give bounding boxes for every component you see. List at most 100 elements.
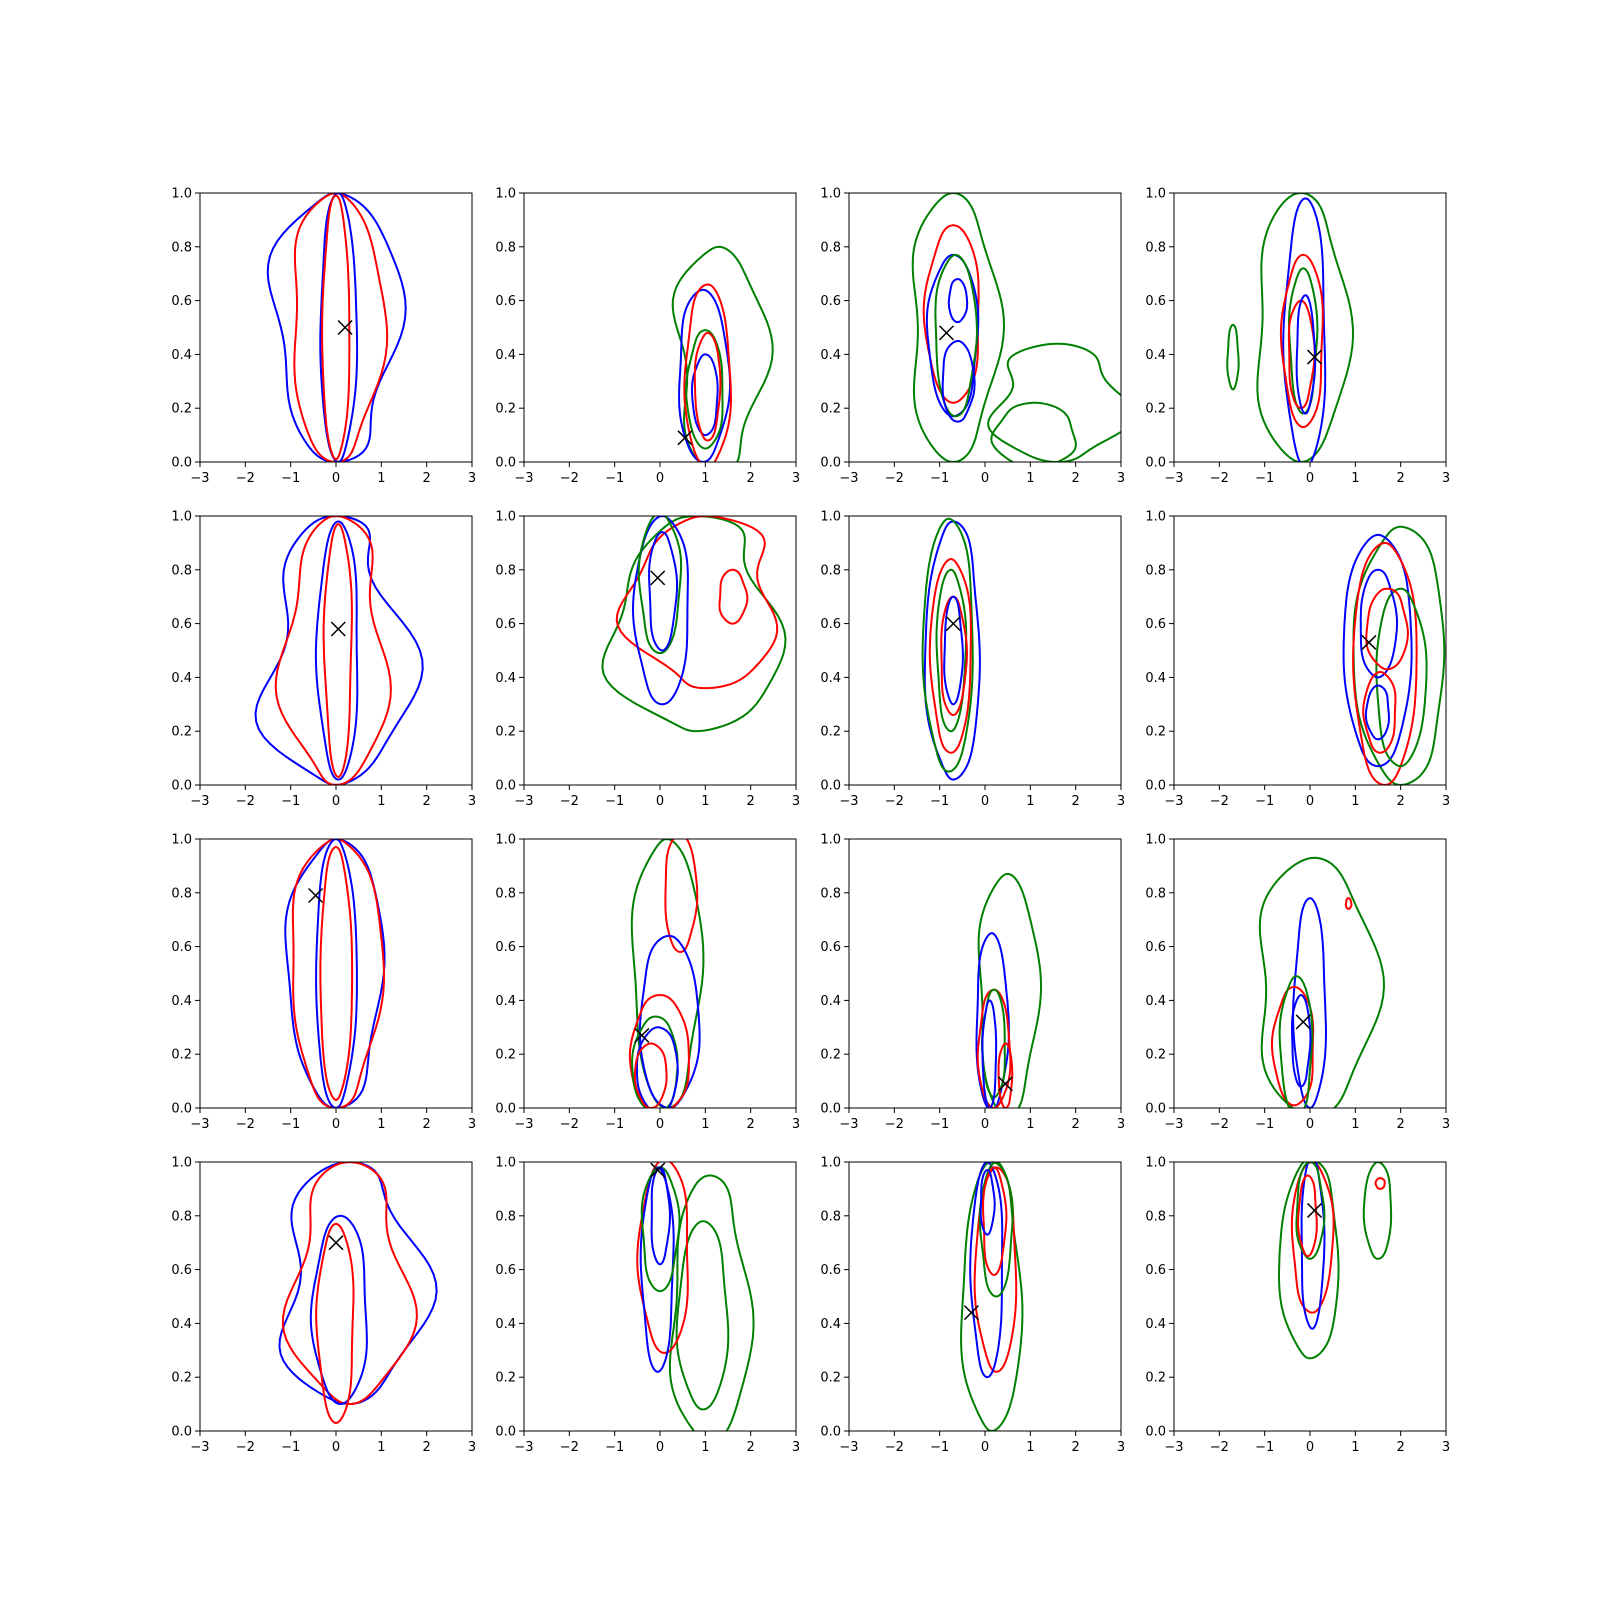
- blue-contour: [650, 1166, 671, 1266]
- subplot-1-4: −3 −2 −1 0 1 2 3 0.0 0.2 0.4 0.6 0.8 1.0: [1145, 187, 1450, 487]
- y-tick-label: 0.8: [171, 240, 192, 255]
- y-tick-label: 1.0: [171, 510, 192, 525]
- y-tick-label: 0.2: [171, 1048, 192, 1063]
- x-tick-label: 1: [701, 794, 709, 809]
- green-contour: [601, 516, 787, 733]
- blue-contour: [923, 520, 981, 781]
- y-tick-label: 0.0: [820, 1425, 841, 1440]
- y-tick-label: 0.4: [171, 994, 192, 1009]
- y-tick-label: 0.4: [171, 671, 192, 686]
- x-tick-label: −1: [281, 471, 300, 486]
- y-tick-label: 0.4: [820, 671, 841, 686]
- y-tick-label: 0.6: [820, 940, 841, 955]
- y-tick-label: 0.6: [1145, 940, 1166, 955]
- subplot-1-2: −3 −2 −1 0 1 2 3 0.0 0.2 0.4 0.6 0.8 1.0: [495, 187, 800, 487]
- x-tick-label: −3: [839, 1440, 858, 1455]
- x-tick-label: 1: [1026, 1440, 1034, 1455]
- green-contour: [637, 516, 683, 655]
- red-contour: [928, 558, 972, 754]
- x-tick-label: 3: [1117, 1117, 1125, 1132]
- red-contour: [1271, 986, 1315, 1107]
- contour-lines: [1342, 525, 1446, 785]
- x-tick-label: 1: [701, 1117, 709, 1132]
- x-tick-label: −2: [236, 471, 255, 486]
- y-tick-label: 1.0: [1145, 510, 1166, 525]
- y-tick-label: 1.0: [820, 510, 841, 525]
- subplot-3-2: −3 −2 −1 0 1 2 3 0.0 0.2 0.4 0.6 0.8 1.0: [495, 833, 800, 1133]
- x-tick-label: 3: [1442, 1117, 1450, 1132]
- red-contour: [1352, 542, 1418, 785]
- blue-contour: [1364, 684, 1390, 741]
- x-tick-label: −3: [1164, 794, 1183, 809]
- blue-contour: [1359, 568, 1398, 679]
- x-tick-label: 0: [1306, 1440, 1314, 1455]
- x-tick-label: 0: [981, 794, 989, 809]
- y-tick-label: 0.4: [1145, 348, 1166, 363]
- blue-contour: [981, 999, 998, 1108]
- x-tick-label: −2: [1210, 1117, 1229, 1132]
- y-tick-label: 0.6: [820, 617, 841, 632]
- x-tick-label: 2: [747, 1440, 755, 1455]
- x-tick-label: −2: [236, 794, 255, 809]
- y-tick-label: 0.2: [1145, 725, 1166, 740]
- y-tick-label: 0.8: [820, 886, 841, 901]
- x-tick-label: 0: [656, 1440, 664, 1455]
- green-contour: [1295, 1162, 1326, 1260]
- green-contour: [640, 1166, 681, 1293]
- red-contour: [281, 1162, 418, 1405]
- red-contour: [322, 523, 353, 778]
- green-contour: [911, 193, 1005, 462]
- axes-frame: [848, 838, 1122, 1109]
- y-tick-label: 0.6: [1145, 294, 1166, 309]
- y-tick-label: 0.8: [171, 1209, 192, 1224]
- x-tick-label: 3: [468, 1440, 476, 1455]
- x-tick-label: −1: [930, 1117, 949, 1132]
- x-tick-label: 3: [1117, 471, 1125, 486]
- y-tick-label: 0.0: [1145, 1102, 1166, 1117]
- green-contour: [935, 568, 968, 733]
- blue-contour: [979, 1169, 996, 1236]
- y-tick-label: 1.0: [820, 833, 841, 848]
- y-tick-label: 0.0: [495, 779, 516, 794]
- x-tick-label: 2: [1072, 1117, 1080, 1132]
- x-tick-label: −2: [1210, 794, 1229, 809]
- x-tick-label: −2: [885, 1117, 904, 1132]
- red-contour: [633, 1042, 668, 1108]
- y-tick-label: 1.0: [820, 1156, 841, 1171]
- x-tick-label: −1: [1255, 1117, 1274, 1132]
- x-marker: [963, 1305, 979, 1321]
- subplot-3-3: −3 −2 −1 0 1 2 3 0.0 0.2 0.4 0.6 0.8 1.0: [820, 833, 1125, 1133]
- x-tick-label: −2: [885, 1440, 904, 1455]
- x-tick-label: −2: [560, 1440, 579, 1455]
- x-marker: [337, 319, 353, 336]
- x-marker: [938, 325, 954, 341]
- x-tick-label: 1: [1351, 471, 1359, 486]
- y-tick-label: 0.0: [495, 1102, 516, 1117]
- x-tick-label: 1: [701, 471, 709, 486]
- red-contour: [997, 1042, 1014, 1108]
- x-marker: [308, 887, 324, 904]
- y-tick-label: 0.4: [495, 1317, 516, 1332]
- x-tick-label: 3: [1117, 1440, 1125, 1455]
- axes-frame: [523, 838, 797, 1109]
- y-tick-label: 0.2: [495, 402, 516, 417]
- green-contour: [977, 873, 1043, 1108]
- x-tick-label: −1: [605, 794, 624, 809]
- contour-lines: [671, 245, 774, 462]
- red-contour: [1374, 1177, 1386, 1190]
- x-tick-label: 2: [423, 471, 431, 486]
- y-tick-label: 0.4: [820, 348, 841, 363]
- y-tick-label: 1.0: [495, 833, 516, 848]
- green-contour: [1278, 975, 1314, 1108]
- subplot-2-2: −3 −2 −1 0 1 2 3 0.0 0.2 0.4 0.6 0.8 1.0: [495, 510, 800, 810]
- x-tick-label: −1: [930, 794, 949, 809]
- green-contour: [921, 517, 974, 773]
- x-tick-label: 0: [1306, 1117, 1314, 1132]
- blue-contour: [975, 932, 1010, 1108]
- x-tick-label: 0: [656, 1117, 664, 1132]
- x-tick-label: −1: [930, 1440, 949, 1455]
- x-tick-label: 2: [747, 1117, 755, 1132]
- x-tick-label: 1: [377, 1440, 385, 1455]
- x-tick-label: −1: [1255, 471, 1274, 486]
